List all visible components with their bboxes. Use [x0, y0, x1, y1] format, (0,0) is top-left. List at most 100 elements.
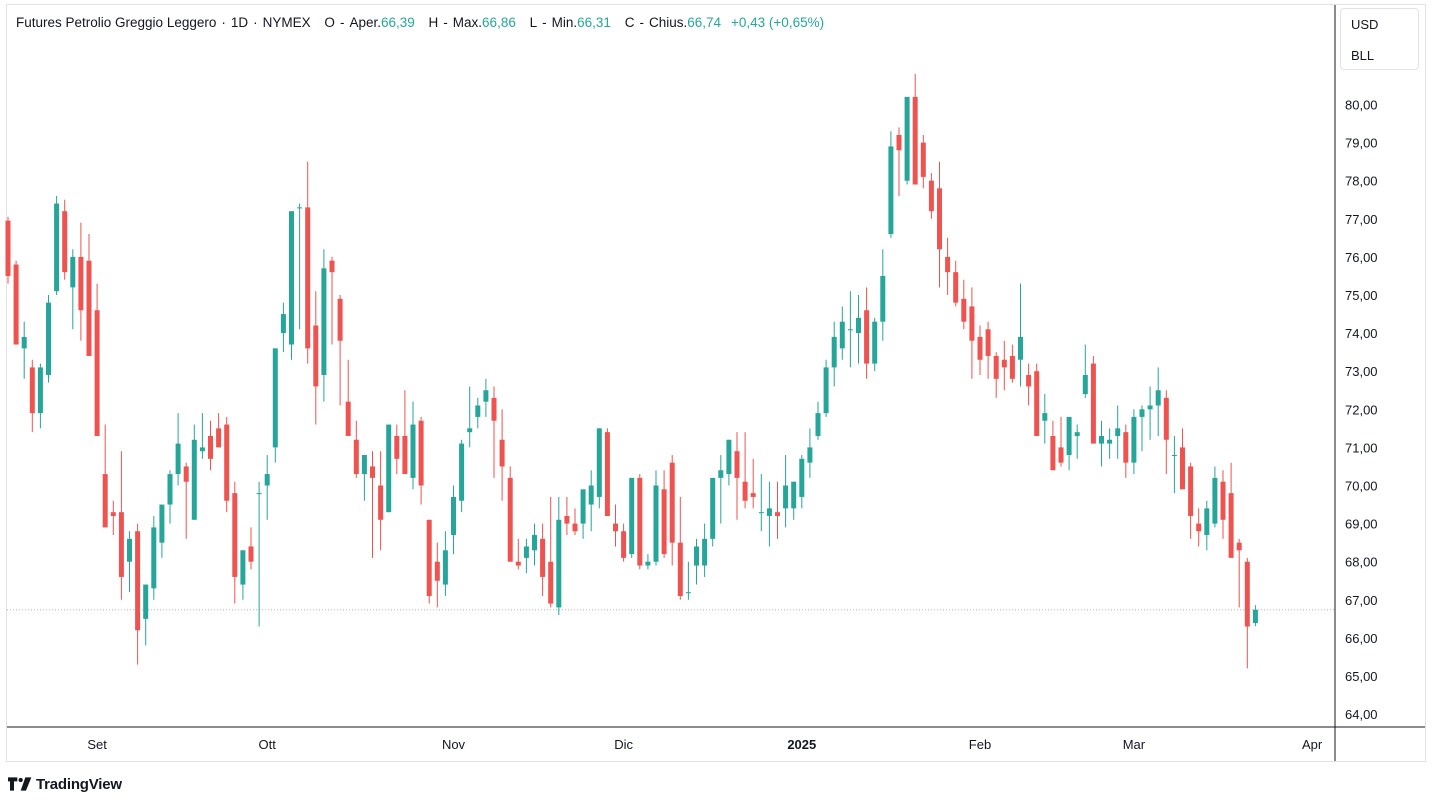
candle-up[interactable] [1042, 394, 1048, 444]
candle-down[interactable] [912, 74, 918, 185]
candle-down[interactable] [928, 173, 934, 219]
candle-up[interactable] [799, 455, 805, 509]
candle-up[interactable] [839, 306, 845, 360]
candle-up[interactable] [904, 96, 910, 185]
candle-up[interactable] [791, 481, 797, 520]
candle-down[interactable] [564, 496, 570, 536]
candle-up[interactable] [191, 424, 197, 520]
candle-down[interactable] [434, 542, 440, 608]
candle-down[interactable] [86, 234, 92, 356]
candle-up[interactable] [596, 428, 602, 509]
candle-up[interactable] [1252, 605, 1258, 627]
candle-up[interactable] [685, 561, 691, 600]
candle-up[interactable] [1171, 435, 1177, 494]
candle-up[interactable] [758, 474, 764, 532]
candle-up[interactable] [1018, 283, 1023, 387]
candle-down[interactable] [621, 523, 627, 562]
candle-down[interactable] [677, 496, 683, 600]
candle-up[interactable] [256, 481, 262, 627]
candle-down[interactable] [78, 222, 84, 341]
candle-down[interactable] [499, 409, 505, 501]
candle-up[interactable] [459, 439, 465, 513]
candle-up[interactable] [807, 428, 813, 478]
candle-up[interactable] [888, 131, 894, 238]
candle-up[interactable] [264, 455, 270, 520]
candle-down[interactable] [5, 216, 11, 284]
candle-down[interactable] [775, 481, 780, 539]
candle-down[interactable] [572, 508, 578, 536]
candle-up[interactable] [880, 249, 886, 341]
candle-down[interactable] [969, 287, 975, 379]
candle-down[interactable] [102, 424, 108, 528]
candle-up[interactable] [1074, 424, 1080, 459]
candle-down[interactable] [507, 466, 513, 562]
candle-down[interactable] [1026, 363, 1032, 406]
candle-down[interactable] [864, 287, 870, 379]
candle-up[interactable] [783, 455, 789, 528]
candle-up[interactable] [588, 470, 594, 532]
candle-down[interactable] [248, 527, 254, 570]
candle-down[interactable] [1163, 390, 1169, 475]
candle-up[interactable] [410, 401, 416, 490]
candle-down[interactable] [402, 390, 408, 475]
candle-down[interactable] [135, 523, 141, 665]
candle-down[interactable] [345, 359, 351, 436]
candle-down[interactable] [977, 325, 983, 376]
candle-down[interactable] [1050, 420, 1056, 471]
candle-down[interactable] [232, 481, 238, 604]
candle-up[interactable] [442, 531, 448, 596]
candle-down[interactable] [1058, 416, 1064, 467]
interval-label[interactable]: 1D [230, 15, 249, 30]
candle-up[interactable] [37, 363, 43, 429]
candle-down[interactable] [920, 134, 926, 189]
candle-up[interactable] [556, 496, 562, 616]
candle-down[interactable] [216, 413, 222, 448]
candle-down[interactable] [1228, 462, 1234, 558]
candle-down[interactable] [750, 458, 756, 509]
candle-up[interactable] [386, 424, 392, 513]
candle-down[interactable] [1001, 340, 1007, 391]
candle-down[interactable] [224, 416, 230, 513]
candle-up[interactable] [815, 401, 821, 440]
currency-label[interactable]: USD [1351, 17, 1379, 32]
candle-down[interactable] [337, 295, 343, 406]
candle-up[interactable] [726, 439, 732, 486]
candle-down[interactable] [305, 161, 311, 364]
candle-down[interactable] [548, 496, 554, 608]
candle-up[interactable] [467, 386, 473, 448]
candle-down[interactable] [1009, 344, 1015, 383]
candle-down[interactable] [961, 279, 967, 330]
candle-down[interactable] [353, 420, 359, 478]
candle-up[interactable] [280, 302, 286, 353]
candle-down[interactable] [1196, 508, 1202, 547]
tradingview-brand[interactable]: TradingView [8, 774, 122, 794]
candle-up[interactable] [629, 477, 635, 558]
candle-up[interactable] [856, 295, 861, 364]
candle-up[interactable] [240, 550, 246, 600]
candle-up[interactable] [694, 538, 699, 585]
candle-down[interactable] [418, 416, 424, 505]
candle-down[interactable] [669, 455, 675, 566]
candle-up[interactable] [718, 455, 724, 524]
candle-down[interactable] [1188, 462, 1194, 539]
candle-up[interactable] [1139, 405, 1145, 452]
candle-up[interactable] [1212, 466, 1218, 528]
candle-up[interactable] [1107, 428, 1113, 459]
candle-up[interactable] [297, 203, 303, 330]
candle-up[interactable] [702, 523, 708, 577]
candle-up[interactable] [872, 317, 878, 372]
candle-down[interactable] [937, 161, 942, 288]
candle-up[interactable] [1082, 344, 1088, 398]
candle-up[interactable] [653, 470, 659, 566]
unit-label[interactable]: BLL [1351, 48, 1375, 63]
candle-up[interactable] [1131, 409, 1137, 475]
candle-up[interactable] [847, 291, 853, 368]
candle-up[interactable] [831, 321, 837, 387]
candle-down[interactable] [613, 504, 618, 547]
candle-up[interactable] [645, 554, 651, 570]
candle-down[interactable] [993, 352, 999, 398]
candle-up[interactable] [21, 321, 27, 379]
candle-up[interactable] [1066, 416, 1072, 471]
candle-down[interactable] [118, 451, 124, 600]
